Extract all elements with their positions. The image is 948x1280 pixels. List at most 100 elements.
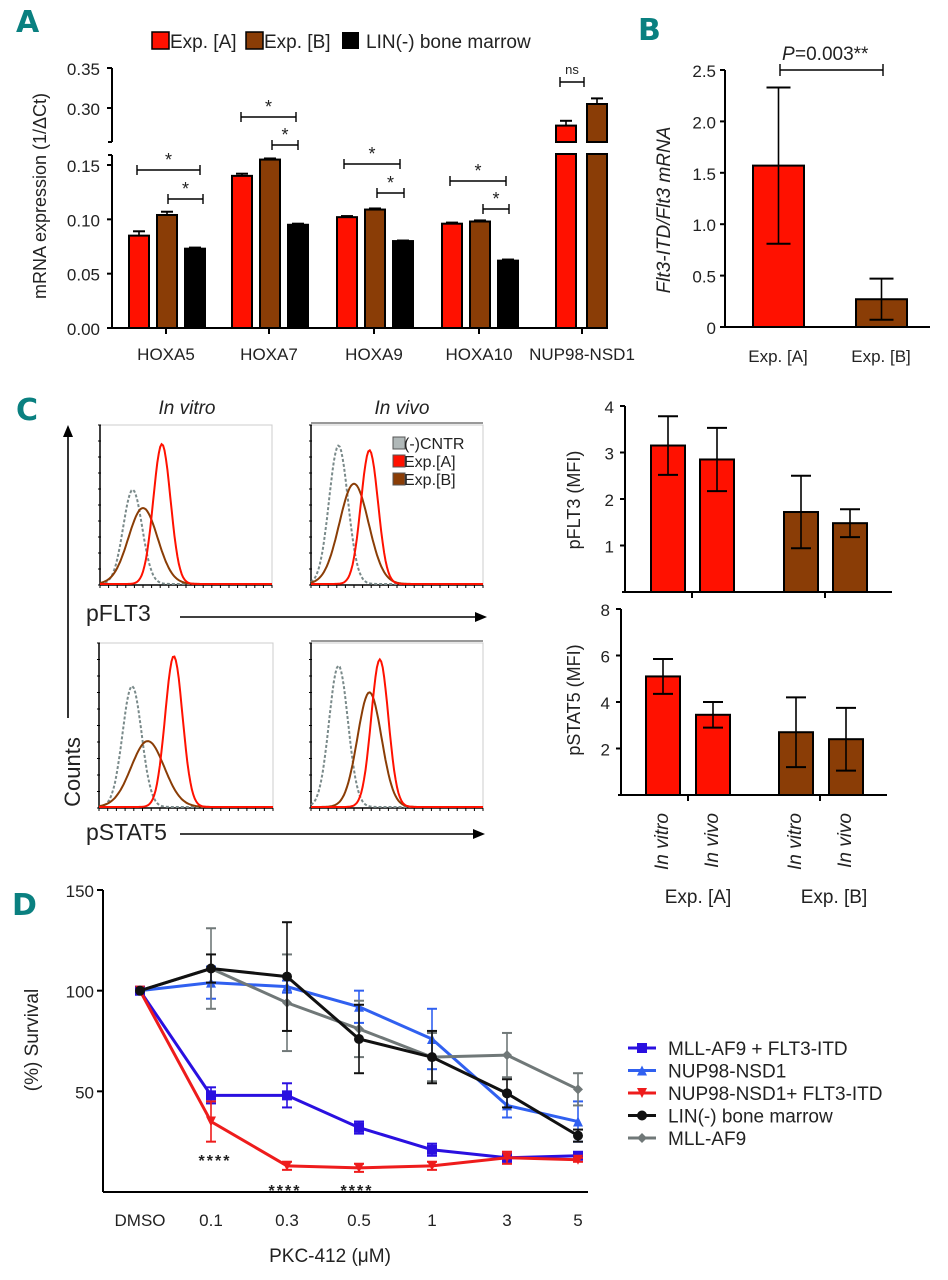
- bar-exp-b-: [259, 158, 281, 329]
- legend-swatch-exp-a: [151, 31, 170, 50]
- legend-label-exp-a: Exp. [A]: [170, 32, 237, 53]
- legend-label-lin-bone-marrow: LIN(-) bone marrow: [668, 1107, 833, 1128]
- legend-label-lin: LIN(-) bone marrow: [366, 32, 531, 53]
- point-lin-bone-marrow: [354, 1033, 364, 1044]
- panel-d-ylabel: (%) Survival: [22, 989, 43, 1091]
- significance-annotation: ****: [269, 1183, 302, 1200]
- histogram-pflt3-in-vivo: [309, 422, 484, 588]
- row-label-pstat5: pSTAT5: [86, 819, 167, 845]
- ytick-label: 2: [605, 491, 614, 510]
- significance-annotation: ****: [341, 1183, 374, 1200]
- panel-a-ylabel: mRNA expression (1/ΔCt): [30, 93, 50, 299]
- panel-d-chart: (%) Survival PKC-412 (μM) 50 100 150 DMSO 0.…: [22, 882, 883, 1267]
- row-label-pflt3: pFLT3: [86, 600, 151, 626]
- ytick-label: 6: [601, 648, 610, 667]
- arrow-right-icon: [473, 829, 485, 839]
- panel-c-legend: (-)CNTR Exp.[A] Exp.[B]: [392, 436, 464, 489]
- ytick-label: 1.0: [692, 216, 716, 235]
- arrow-right-icon: [475, 612, 487, 622]
- group-label-exp-b: Exp. [B]: [801, 887, 868, 908]
- arrow-up-icon: [63, 425, 73, 437]
- panel-b-chart: Flt3-ITD/Flt3 mRNA 0 0.5 1.0 1.5 2.0 2.5 Exp.…: [654, 44, 930, 366]
- legend-marker-nup98-nsd1: [637, 1065, 647, 1076]
- xtick-label: DMSO: [115, 1211, 166, 1230]
- bar-exp-b--lower: [586, 153, 608, 329]
- xtick-label: 3: [502, 1211, 511, 1230]
- bar-exp-b-: [364, 208, 386, 329]
- xtick-label: 0.1: [199, 1211, 223, 1230]
- panel-label-a: A: [16, 5, 40, 40]
- category-label: HOXA5: [137, 345, 195, 364]
- panel-a-legend: Exp. [A] Exp. [B] LIN(-) bone marrow: [151, 31, 531, 53]
- histogram-curve-exp-a: [311, 448, 483, 585]
- xtick-label: 5: [573, 1211, 582, 1230]
- ytick-label: 1: [605, 538, 614, 557]
- ytick-label: 0.15: [67, 157, 100, 176]
- ytick-label: 2.5: [692, 62, 716, 81]
- bar-exp-b-: [156, 213, 178, 329]
- legend-swatch-lin: [342, 32, 359, 49]
- point-nup98-nsd1-flt3-itd: [354, 1162, 364, 1173]
- significance-label: *: [281, 125, 288, 145]
- point-nup98-nsd1: [573, 1116, 583, 1127]
- legend-swatch-exp-a: [392, 454, 406, 468]
- point-mll-af9: [573, 1084, 583, 1095]
- point-mll-af9-flt3-itd: [354, 1122, 364, 1133]
- bar-exp-a-: [441, 222, 463, 329]
- histogram-frame: [311, 424, 484, 585]
- category-label: In vitro: [652, 813, 673, 870]
- category-label: Exp. [B]: [851, 347, 911, 366]
- legend-marker-mll-af9-flt3-itd: [637, 1043, 647, 1053]
- ytick-label: 0.10: [67, 211, 100, 230]
- bar-exp-a-: [128, 234, 150, 329]
- category-label: HOXA7: [240, 345, 298, 364]
- panel-b-sig-bracket: [779, 64, 884, 76]
- panel-b-p-value: =0.003**: [795, 44, 869, 65]
- category-label: NUP98-NSD1: [529, 345, 635, 364]
- panel-d-xlabel: PKC-412 (μM): [269, 1246, 391, 1267]
- legend-swatch-exp-b: [245, 31, 264, 50]
- bar-lin-bone-marrow: [392, 240, 414, 329]
- point-lin-bone-marrow: [427, 1052, 437, 1063]
- panel-c-bar-charts: pFLT3 (MFI) pSTAT5 (MFI) 1 2 3 4 2 4 6 8 In vitr…: [564, 398, 892, 908]
- bar-exp-a--lower: [555, 153, 577, 329]
- legend-marker-nup98-nsd1-flt3-itd: [637, 1088, 647, 1098]
- xtick-label: 1: [427, 1211, 436, 1230]
- ytick-label: 2: [601, 741, 610, 760]
- histogram-curve-exp-a: [311, 657, 483, 808]
- category-label: In vivo: [835, 813, 856, 868]
- axis-break-gap: [585, 143, 609, 153]
- bar-exp-b-: [469, 220, 491, 329]
- bar-exp-a-: [336, 216, 358, 329]
- point-lin-bone-marrow: [502, 1088, 512, 1099]
- bar-exp-a-: [231, 174, 253, 329]
- significance-bracket: [376, 188, 405, 198]
- histogram-curve-exp-b: [310, 482, 483, 585]
- category-label: HOXA10: [445, 345, 512, 364]
- significance-bracket: [482, 204, 510, 214]
- significance-bracket: [240, 112, 297, 122]
- ytick-label: 0.00: [67, 320, 100, 339]
- point-nup98-nsd1-flt3-itd: [502, 1152, 512, 1163]
- ytick-label: 1.5: [692, 165, 716, 184]
- panel-b-significance: P =0.003**: [779, 44, 884, 76]
- category-label: HOXA9: [345, 345, 403, 364]
- legend-label-nup98-nsd1: NUP98-NSD1: [668, 1062, 786, 1083]
- legend-marker-mll-af9: [637, 1133, 647, 1143]
- col-title-in-vitro: In vitro: [158, 398, 215, 419]
- significance-bracket: [559, 77, 585, 87]
- histogram-pstat5-in-vivo: [309, 640, 484, 811]
- significance-bracket: [271, 140, 299, 150]
- significance-label: *: [165, 150, 172, 170]
- xtick-label: 0.3: [275, 1211, 299, 1230]
- series-nup98-nsd1-flt3-itd: [135, 985, 583, 1173]
- bar-lin-bone-marrow: [184, 247, 206, 330]
- histogram-curve-cntr: [99, 488, 272, 585]
- panel-label-b: B: [638, 13, 661, 48]
- ytick-label: 0.5: [692, 268, 716, 287]
- significance-label: *: [387, 173, 394, 193]
- significance-label: *: [265, 97, 272, 117]
- point-lin-bone-marrow: [282, 971, 292, 982]
- ytick-label: 0.30: [67, 100, 100, 119]
- ytick-label: 8: [601, 601, 610, 620]
